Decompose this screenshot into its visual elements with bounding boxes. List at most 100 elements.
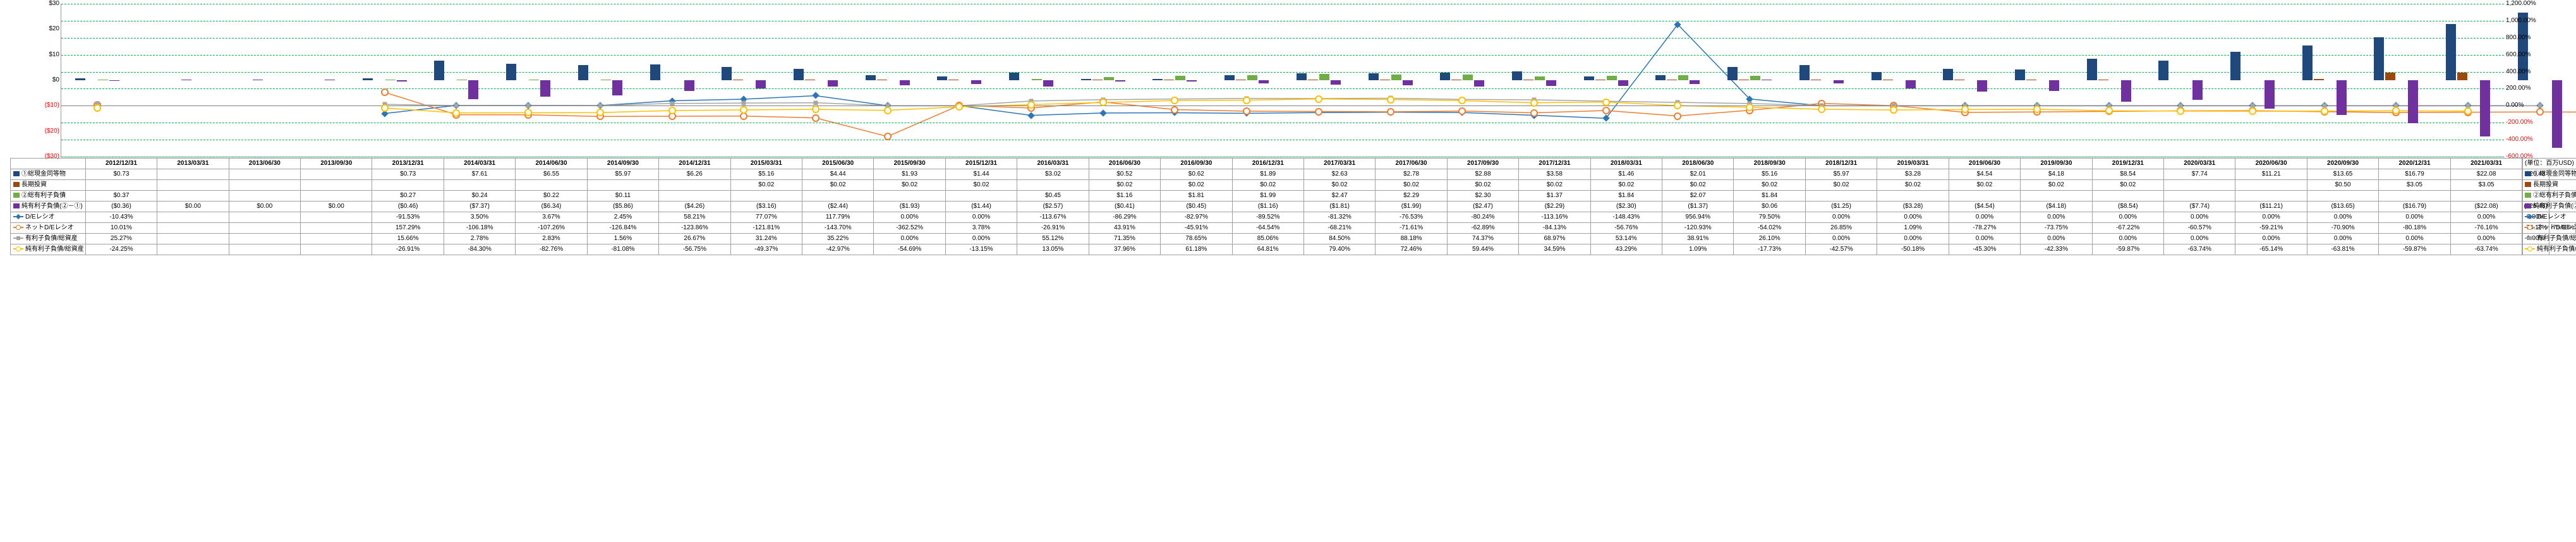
cash-bar [1512, 71, 1522, 80]
cell [301, 212, 372, 223]
cell: ($2.47) [1447, 202, 1518, 212]
cell: $0.24 [444, 191, 515, 202]
col-header: 2012/12/31 [85, 159, 157, 169]
cell: 3.78% [945, 223, 1017, 234]
cell: -70.90% [2307, 223, 2378, 234]
net_debt-bar [2121, 80, 2131, 102]
col-header: 2018/09/30 [1734, 159, 1805, 169]
cell: $2.07 [1662, 191, 1734, 202]
cell: $16.79 [2379, 169, 2450, 180]
cell: $0.02 [1089, 180, 1160, 191]
cell: $0.02 [1519, 180, 1590, 191]
plot-area [61, 4, 2504, 157]
cell: ($2.30) [1590, 202, 1662, 212]
col-header: 2017/03/31 [1303, 159, 1375, 169]
cell: $1.81 [1161, 191, 1232, 202]
row-header-lt_inv: 長期投資 [11, 180, 86, 191]
cell: 1.09% [1662, 244, 1734, 255]
cell: -113.16% [1519, 212, 1590, 223]
col-header: 2019/03/31 [1877, 159, 1949, 169]
net_debt-bar [1474, 80, 1484, 87]
cell: -82.97% [1161, 212, 1232, 223]
net_debt-bar [397, 80, 407, 81]
cell: ($22.08) [2450, 202, 2522, 212]
cell [2235, 191, 2307, 202]
cell: $1.46 [1590, 169, 1662, 180]
cell [301, 223, 372, 234]
cell: $1.89 [1232, 169, 1303, 180]
cell: -54.69% [874, 244, 945, 255]
col-header: 2013/06/30 [229, 159, 300, 169]
cell: 58.21% [659, 212, 730, 223]
cell: 0.00% [1805, 212, 1877, 223]
cash-bar [866, 75, 876, 80]
cash-bar [578, 65, 588, 80]
cell: 34.59% [1519, 244, 1590, 255]
cell: 13.05% [1017, 244, 1089, 255]
cell: 0.00% [874, 212, 945, 223]
debt-bar [1104, 77, 1114, 80]
cell: -84.30% [444, 244, 515, 255]
cell: -59.87% [2092, 244, 2163, 255]
net_debt-bar [828, 80, 838, 87]
cell: $0.45 [1017, 191, 1089, 202]
cell: -63.81% [2307, 244, 2378, 255]
cell: ($0.36) [85, 202, 157, 212]
cell: 2.78% [444, 234, 515, 244]
cell: ($2.29) [1519, 202, 1590, 212]
net_debt-bar [2337, 80, 2347, 115]
cell: $0.02 [1949, 180, 2020, 191]
cell [301, 180, 372, 191]
cell: 2.83% [516, 234, 587, 244]
lt_inv-bar [2385, 73, 2395, 80]
net_debt-bar [1259, 80, 1269, 83]
cell: 43.91% [1089, 223, 1160, 234]
cell: $3.05 [2450, 180, 2522, 191]
col-header: 2015/03/31 [730, 159, 802, 169]
row-header-net_debt_ta: 純有利子負債/総資産 [11, 244, 86, 255]
row-header-net_de_ratio: ネットD/Eレシオ [11, 223, 86, 234]
cell: -80.24% [1447, 212, 1518, 223]
cell: -106.18% [444, 223, 515, 234]
cell: $6.55 [516, 169, 587, 180]
cell: 31.24% [730, 234, 802, 244]
cell: 0.00% [1949, 212, 2020, 223]
cell [874, 191, 945, 202]
cell: 88.18% [1376, 234, 1447, 244]
cell [2450, 191, 2522, 202]
legend-cash: ①総現金同等物 [2522, 169, 2576, 180]
cell: $0.37 [85, 191, 157, 202]
col-header: 2021/03/31 [2450, 159, 2522, 169]
cell: -73.75% [2021, 223, 2092, 234]
debt-bar [1247, 75, 1257, 80]
col-header: 2016/09/30 [1161, 159, 1232, 169]
cell: ($1.25) [1805, 202, 1877, 212]
cash-bar [650, 64, 660, 80]
cell: -56.75% [659, 244, 730, 255]
cell: 85.06% [1232, 234, 1303, 244]
cell: ($7.37) [444, 202, 515, 212]
chart-container: ($30)($20)($10)$0$10$20$30 -600.00%-400.… [0, 0, 2576, 542]
col-header: 2016/03/31 [1017, 159, 1089, 169]
cell: 53.14% [1590, 234, 1662, 244]
net_debt-bar [1403, 80, 1413, 85]
col-header: 2018/12/31 [1805, 159, 1877, 169]
debt-bar [1678, 75, 1688, 80]
cell: $0.02 [1877, 180, 1949, 191]
cell: $7.61 [444, 169, 515, 180]
cell: ($8.54) [2092, 202, 2163, 212]
row-header-debt_ta: 有利子負債/総資産 [11, 234, 86, 244]
data-table: 2012/12/312013/03/312013/06/302013/09/30… [10, 158, 2576, 255]
cell: -71.61% [1376, 223, 1447, 234]
cell: $5.16 [730, 169, 802, 180]
col-header: 2015/09/30 [874, 159, 945, 169]
cell: ($0.46) [372, 202, 444, 212]
cell: $0.11 [587, 191, 658, 202]
legend-debt_ta: 有利子負債/総資産 [2522, 234, 2576, 244]
cell: $0.02 [1161, 180, 1232, 191]
cell: ($4.18) [2021, 202, 2092, 212]
cell [2092, 191, 2163, 202]
cell: $3.05 [2379, 180, 2450, 191]
col-header: 2016/06/30 [1089, 159, 1160, 169]
debt-bar [1391, 75, 1401, 80]
